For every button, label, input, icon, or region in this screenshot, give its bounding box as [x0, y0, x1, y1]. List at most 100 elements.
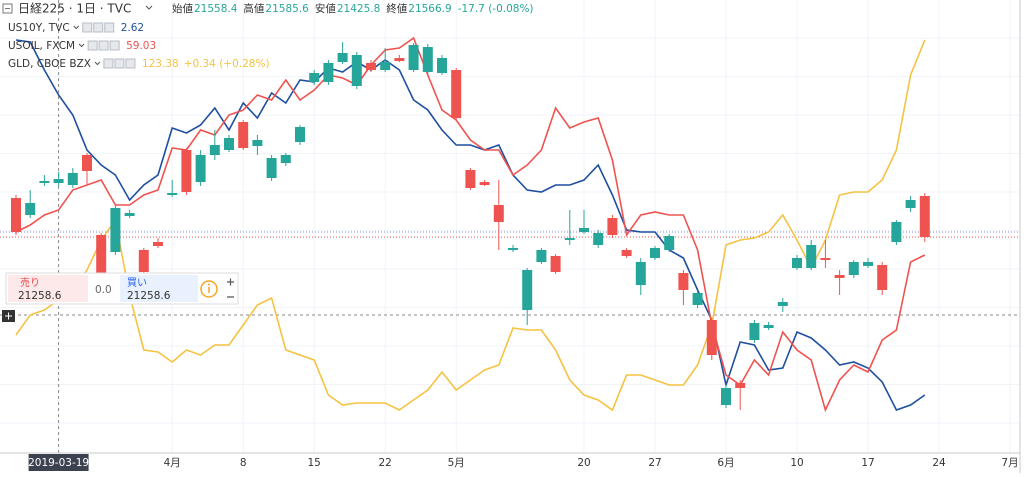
candle-body: [266, 158, 277, 178]
candle-body: [337, 53, 348, 62]
x-tick-label: 5月: [448, 457, 465, 469]
legend-icon[interactable]: [125, 58, 136, 69]
candle-body: [706, 320, 717, 355]
add-icon: [5, 312, 12, 320]
overlay-line: [15, 39, 926, 412]
buy-price: 21258.6: [127, 290, 171, 302]
buy-button[interactable]: [120, 275, 198, 302]
ohlc-value: 21585.6: [265, 3, 309, 15]
candle-body: [181, 150, 192, 192]
candle-body: [53, 179, 64, 183]
candle-body: [380, 62, 391, 70]
legend-icon[interactable]: [103, 58, 114, 69]
candle-body: [224, 138, 234, 150]
candle-body: [465, 170, 476, 188]
candle-body: [919, 196, 930, 237]
candle-body: [508, 248, 518, 250]
legend-value: 123.38: [142, 58, 179, 70]
legend-icon[interactable]: [82, 22, 93, 33]
ohlc-label: 終値: [386, 2, 407, 15]
legend-value: 59.03: [126, 40, 156, 52]
candle-body: [479, 182, 490, 185]
candle-body: [650, 248, 660, 258]
candle-body: [252, 140, 263, 146]
candle-body: [891, 222, 902, 242]
sell-label: 売り: [20, 276, 40, 289]
candle-body: [451, 70, 462, 118]
legend-icon[interactable]: [98, 40, 109, 51]
ohlc-value: 21558.4: [194, 3, 238, 15]
legend: US10Y, TVC 2.62 USOIL, FXCM 59.03 GLD, CBOE …: [8, 22, 270, 70]
x-tick-label: 24: [932, 457, 946, 469]
x-tick-label: 20: [577, 457, 590, 469]
ohlc-label: 安値: [315, 2, 336, 15]
legend-name: GLD, CBOE BZX: [8, 58, 91, 70]
overlay-line: [15, 39, 926, 411]
x-tick-label: 27: [648, 457, 661, 469]
x-tick-label: 17: [861, 457, 874, 469]
legend-icon[interactable]: [104, 22, 115, 33]
ohlc-value: 21425.8: [337, 3, 380, 15]
candle-body: [138, 250, 149, 272]
candle-body: [550, 256, 561, 272]
legend-icon[interactable]: [109, 40, 120, 51]
legend-chevron: [78, 43, 85, 48]
candle-body: [309, 73, 320, 82]
candle-body: [735, 383, 746, 388]
candle-body: [792, 258, 802, 268]
candle-body: [593, 233, 604, 245]
candle-body: [422, 47, 433, 72]
candle-body: [153, 242, 163, 246]
candle-body: [96, 235, 107, 275]
candle-body: [295, 127, 305, 142]
candle-body: [366, 63, 376, 70]
collapse-icon[interactable]: [2, 3, 13, 14]
info-icon[interactable]: [200, 280, 218, 298]
legend-icon[interactable]: [87, 40, 98, 51]
candle-body: [678, 273, 689, 290]
candle-body: [635, 262, 646, 285]
candle-body: [763, 325, 774, 328]
x-tick-label: 7月: [1001, 457, 1018, 469]
candle-body: [536, 250, 547, 262]
legend-chevron: [94, 61, 101, 66]
x-tick-label: 15: [308, 457, 321, 469]
info-icon-dot: [208, 283, 210, 286]
sell-button[interactable]: [8, 275, 88, 302]
ohlc-label: 始値: [172, 2, 193, 15]
candle-body: [834, 275, 845, 278]
legend-change: +0.34 (+0.28%): [184, 58, 270, 70]
candle-body: [607, 218, 618, 235]
buy-label: 買い: [127, 277, 147, 289]
candle-body: [692, 293, 703, 305]
candle-body: [124, 213, 135, 216]
legend-icon[interactable]: [114, 58, 125, 69]
x-tick-label: 10: [790, 457, 803, 469]
candle-body: [579, 228, 589, 232]
candle-body: [82, 155, 92, 171]
legend-name: US10Y, TVC: [8, 22, 70, 34]
candle-body: [493, 205, 504, 222]
plus-minus[interactable]: [227, 278, 234, 298]
crosshair-label: 2019-03-19: [28, 457, 89, 469]
x-tick-label: 4月: [164, 457, 181, 469]
plot: [0, 0, 1020, 453]
ohlc-label: 高値: [243, 2, 264, 15]
candle-body: [110, 208, 121, 252]
chevron[interactable]: [145, 5, 153, 10]
legend-icon[interactable]: [93, 22, 104, 33]
symbol-title[interactable]: 日経225 · 1日 · TVC: [18, 2, 131, 16]
candle-body: [522, 270, 533, 310]
candle-body: [67, 173, 78, 185]
change: -17.7 (-0.08%): [458, 3, 534, 15]
grid: [0, 0, 1020, 453]
candle-body: [749, 323, 760, 340]
legend-value: 2.62: [121, 22, 144, 34]
trade-widget: 売り 21258.6 0.0 買い 21258.6: [2, 272, 239, 322]
x-tick-label: 8: [240, 457, 247, 469]
candle-body: [39, 181, 50, 183]
candle-body: [564, 238, 575, 240]
ohlc-value: 21566.9: [408, 3, 451, 15]
